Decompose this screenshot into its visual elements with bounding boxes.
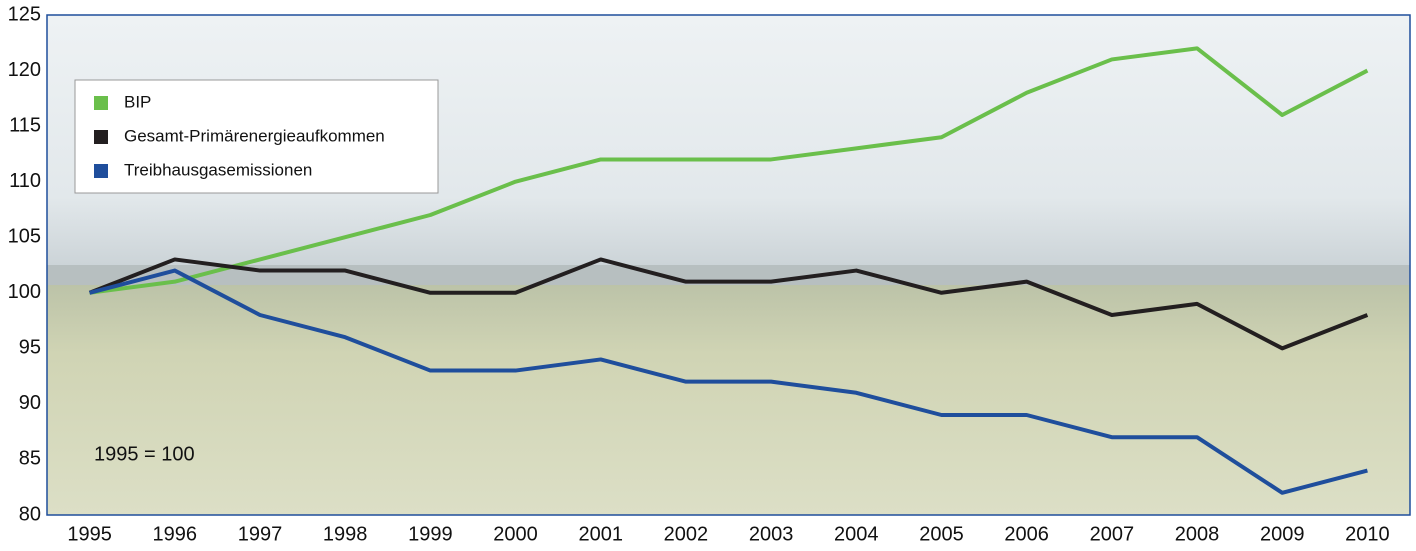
line: [89, 46, 1369, 295]
y-tick-label: 110: [9, 170, 41, 192]
x-tick-label: 2003: [749, 523, 794, 545]
x-tick-label: 2004: [834, 523, 879, 545]
x-tick-label: 2010: [1345, 523, 1390, 545]
x-tick-label: 2002: [664, 523, 709, 545]
x-tick-label: 2006: [1004, 523, 1049, 545]
legend-swatch: [94, 130, 108, 144]
y-tick-label: 95: [19, 337, 41, 359]
x-tick-label: 1997: [238, 523, 283, 545]
line: [88, 257, 1369, 351]
x-tick-label: 2000: [493, 523, 538, 545]
legend-label: Gesamt-Primärenergieaufkommen: [124, 126, 385, 145]
legend-label: Treibhausgasemissionen: [124, 160, 312, 179]
x-tick-label: 2007: [1090, 523, 1135, 545]
x-tick-label: 2005: [919, 523, 964, 545]
legend: [74, 79, 439, 194]
y-tick-label: 105: [8, 226, 41, 248]
x-tick-label: 1999: [408, 523, 453, 545]
legend-label: BIP: [124, 92, 151, 111]
y-tick-label: 90: [19, 392, 41, 414]
y-tick-label: 80: [19, 503, 41, 525]
x-tick-label: 2009: [1260, 523, 1305, 545]
x-tick-label: 1998: [323, 523, 368, 545]
line: [89, 268, 1368, 495]
y-tick-label: 125: [8, 3, 41, 25]
plot-border: [46, 14, 1411, 516]
y-tick-label: 115: [9, 114, 41, 136]
background-field: [47, 285, 1410, 515]
x-tick-label: 2001: [578, 523, 623, 545]
y-tick-label: 100: [8, 281, 41, 303]
x-tick-label: 1995: [67, 523, 112, 545]
x-tick-label: 1996: [153, 523, 198, 545]
legend-swatch: [94, 164, 108, 178]
y-tick-label: 85: [19, 448, 41, 470]
annotation: 1995 = 100: [94, 443, 195, 465]
y-tick-label: 120: [8, 59, 41, 81]
legend-swatch: [94, 96, 108, 110]
x-tick-label: 2008: [1175, 523, 1220, 545]
